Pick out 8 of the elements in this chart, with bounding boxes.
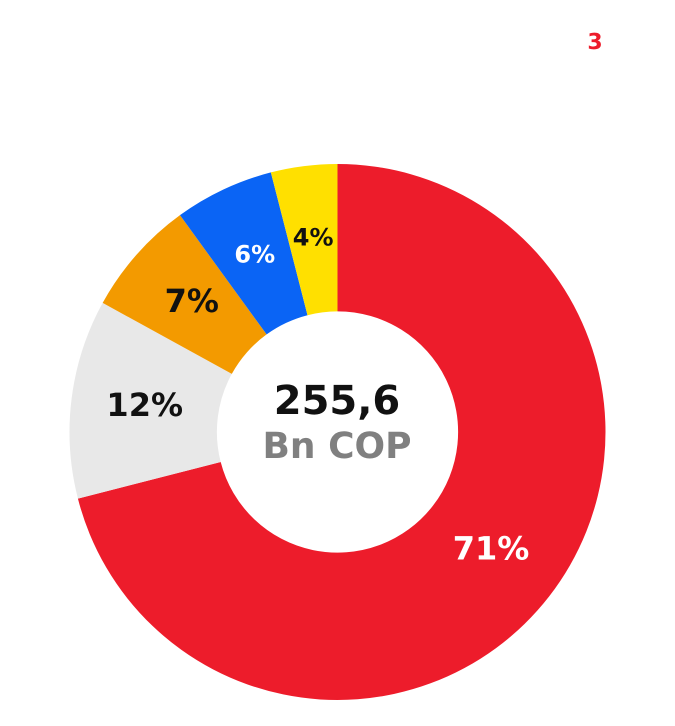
data-label: 7%	[164, 282, 219, 320]
data-label: 6%	[234, 240, 276, 268]
text: 3	[586, 30, 604, 55]
data-label: 12%	[106, 386, 184, 424]
data-label: 4%	[292, 223, 334, 252]
text: Bn COP	[261, 426, 412, 467]
data-label: 71%	[452, 529, 530, 568]
text: 255,6	[272, 378, 402, 424]
